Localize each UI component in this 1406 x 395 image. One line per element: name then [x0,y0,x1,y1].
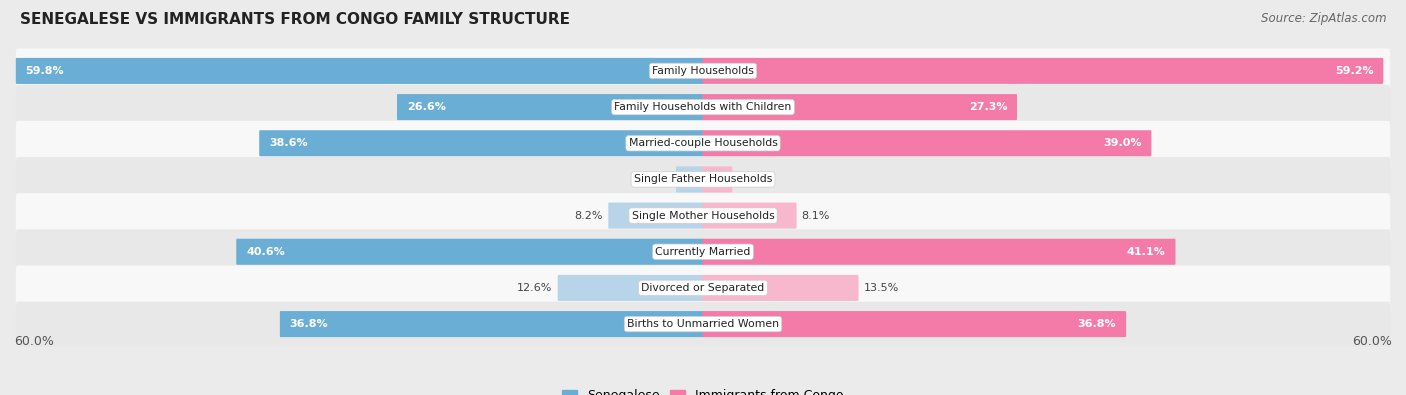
Text: 12.6%: 12.6% [517,283,553,293]
FancyBboxPatch shape [609,203,703,229]
FancyBboxPatch shape [15,49,1391,93]
Text: 8.2%: 8.2% [575,211,603,220]
Text: Births to Unmarried Women: Births to Unmarried Women [627,319,779,329]
Text: 13.5%: 13.5% [863,283,898,293]
FancyBboxPatch shape [703,239,1175,265]
Text: 36.8%: 36.8% [290,319,328,329]
FancyBboxPatch shape [15,58,703,84]
Text: 2.5%: 2.5% [738,175,766,184]
Text: 41.1%: 41.1% [1128,247,1166,257]
Text: Family Households with Children: Family Households with Children [614,102,792,112]
Text: Source: ZipAtlas.com: Source: ZipAtlas.com [1261,12,1386,25]
Text: Family Households: Family Households [652,66,754,76]
Text: 36.8%: 36.8% [1078,319,1116,329]
Text: 39.0%: 39.0% [1104,138,1142,148]
FancyBboxPatch shape [703,275,859,301]
Text: 59.8%: 59.8% [25,66,65,76]
FancyBboxPatch shape [15,157,1391,202]
FancyBboxPatch shape [703,203,797,229]
FancyBboxPatch shape [558,275,703,301]
Text: Divorced or Separated: Divorced or Separated [641,283,765,293]
Text: 26.6%: 26.6% [406,102,446,112]
FancyBboxPatch shape [703,130,1152,156]
Text: Married-couple Households: Married-couple Households [628,138,778,148]
FancyBboxPatch shape [259,130,703,156]
Text: 27.3%: 27.3% [969,102,1007,112]
Text: Single Father Households: Single Father Households [634,175,772,184]
Text: 40.6%: 40.6% [246,247,285,257]
FancyBboxPatch shape [15,265,1391,310]
FancyBboxPatch shape [676,166,703,192]
FancyBboxPatch shape [703,311,1126,337]
FancyBboxPatch shape [703,58,1384,84]
Text: 60.0%: 60.0% [14,335,53,348]
Text: 38.6%: 38.6% [269,138,308,148]
FancyBboxPatch shape [15,229,1391,274]
FancyBboxPatch shape [280,311,703,337]
Text: Single Mother Households: Single Mother Households [631,211,775,220]
FancyBboxPatch shape [15,85,1391,130]
FancyBboxPatch shape [236,239,703,265]
FancyBboxPatch shape [15,193,1391,238]
Legend: Senegalese, Immigrants from Congo: Senegalese, Immigrants from Congo [557,384,849,395]
Text: 59.2%: 59.2% [1334,66,1374,76]
Text: 8.1%: 8.1% [801,211,830,220]
FancyBboxPatch shape [396,94,703,120]
Text: 2.3%: 2.3% [643,175,671,184]
FancyBboxPatch shape [15,302,1391,346]
FancyBboxPatch shape [703,94,1017,120]
Text: Currently Married: Currently Married [655,247,751,257]
Text: SENEGALESE VS IMMIGRANTS FROM CONGO FAMILY STRUCTURE: SENEGALESE VS IMMIGRANTS FROM CONGO FAMI… [20,12,569,27]
FancyBboxPatch shape [15,121,1391,166]
FancyBboxPatch shape [703,166,733,192]
Text: 60.0%: 60.0% [1353,335,1392,348]
